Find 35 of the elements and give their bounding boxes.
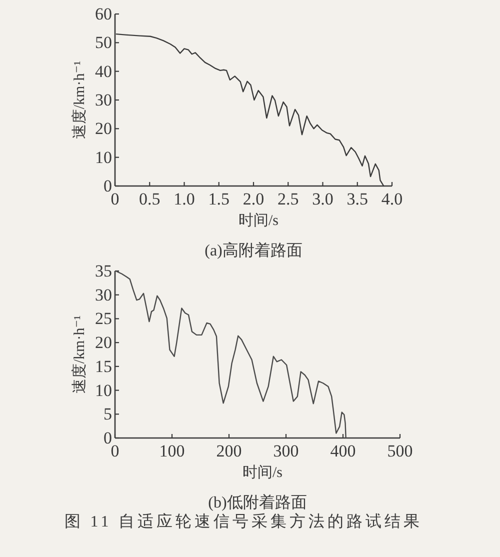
y-axis-title: 速度/km·h⁻¹ xyxy=(71,315,88,394)
x-tick-label: 1.0 xyxy=(174,190,195,208)
y-tick-label: 10 xyxy=(95,380,112,400)
caption: 图 11 自适应轮速信号采集方法的路试结果 xyxy=(64,512,423,530)
text: (a)高附着路面 xyxy=(204,242,302,260)
y-tick-label: 20 xyxy=(95,119,112,138)
y-tick-label: 5 xyxy=(104,404,112,424)
y-tick-label: 15 xyxy=(95,356,112,376)
x-axis-title: 时间/s xyxy=(242,464,283,481)
y-axis-title: 速度/km·h⁻¹ xyxy=(71,60,88,140)
y-tick-label: 30 xyxy=(95,285,112,304)
x-tick-label: 2.5 xyxy=(278,190,299,208)
x-tick-label: 3.0 xyxy=(312,190,334,208)
x-tick-label: 300 xyxy=(273,442,299,460)
x-tick-label: 400 xyxy=(330,442,356,460)
text: (b)低附着路面 xyxy=(208,494,307,512)
y-tick-label: 60 xyxy=(95,4,112,24)
y-tick-label: 50 xyxy=(95,33,112,52)
y-tick-label: 25 xyxy=(95,309,112,328)
x-tick-label: 100 xyxy=(159,442,185,460)
y-tick-label: 10 xyxy=(95,148,112,167)
y-tick-label: 0 xyxy=(104,428,112,448)
y-tick-label: 0 xyxy=(104,176,112,196)
y-tick-label: 35 xyxy=(95,262,112,280)
y-tick-label: 30 xyxy=(95,90,112,110)
y-tick-label: 40 xyxy=(95,62,112,81)
x-axis-title: 时间/s xyxy=(238,212,279,229)
x-tick-label: 4.0 xyxy=(381,190,403,208)
x-tick-label: 500 xyxy=(387,442,413,460)
y-tick-label: 20 xyxy=(95,333,112,352)
x-tick-label: 3.5 xyxy=(346,190,368,208)
x-tick-label: 2.0 xyxy=(242,190,264,208)
x-tick-label: 200 xyxy=(216,442,242,460)
x-tick-label: 0.5 xyxy=(139,190,160,208)
x-tick-label: 1.5 xyxy=(208,190,230,208)
